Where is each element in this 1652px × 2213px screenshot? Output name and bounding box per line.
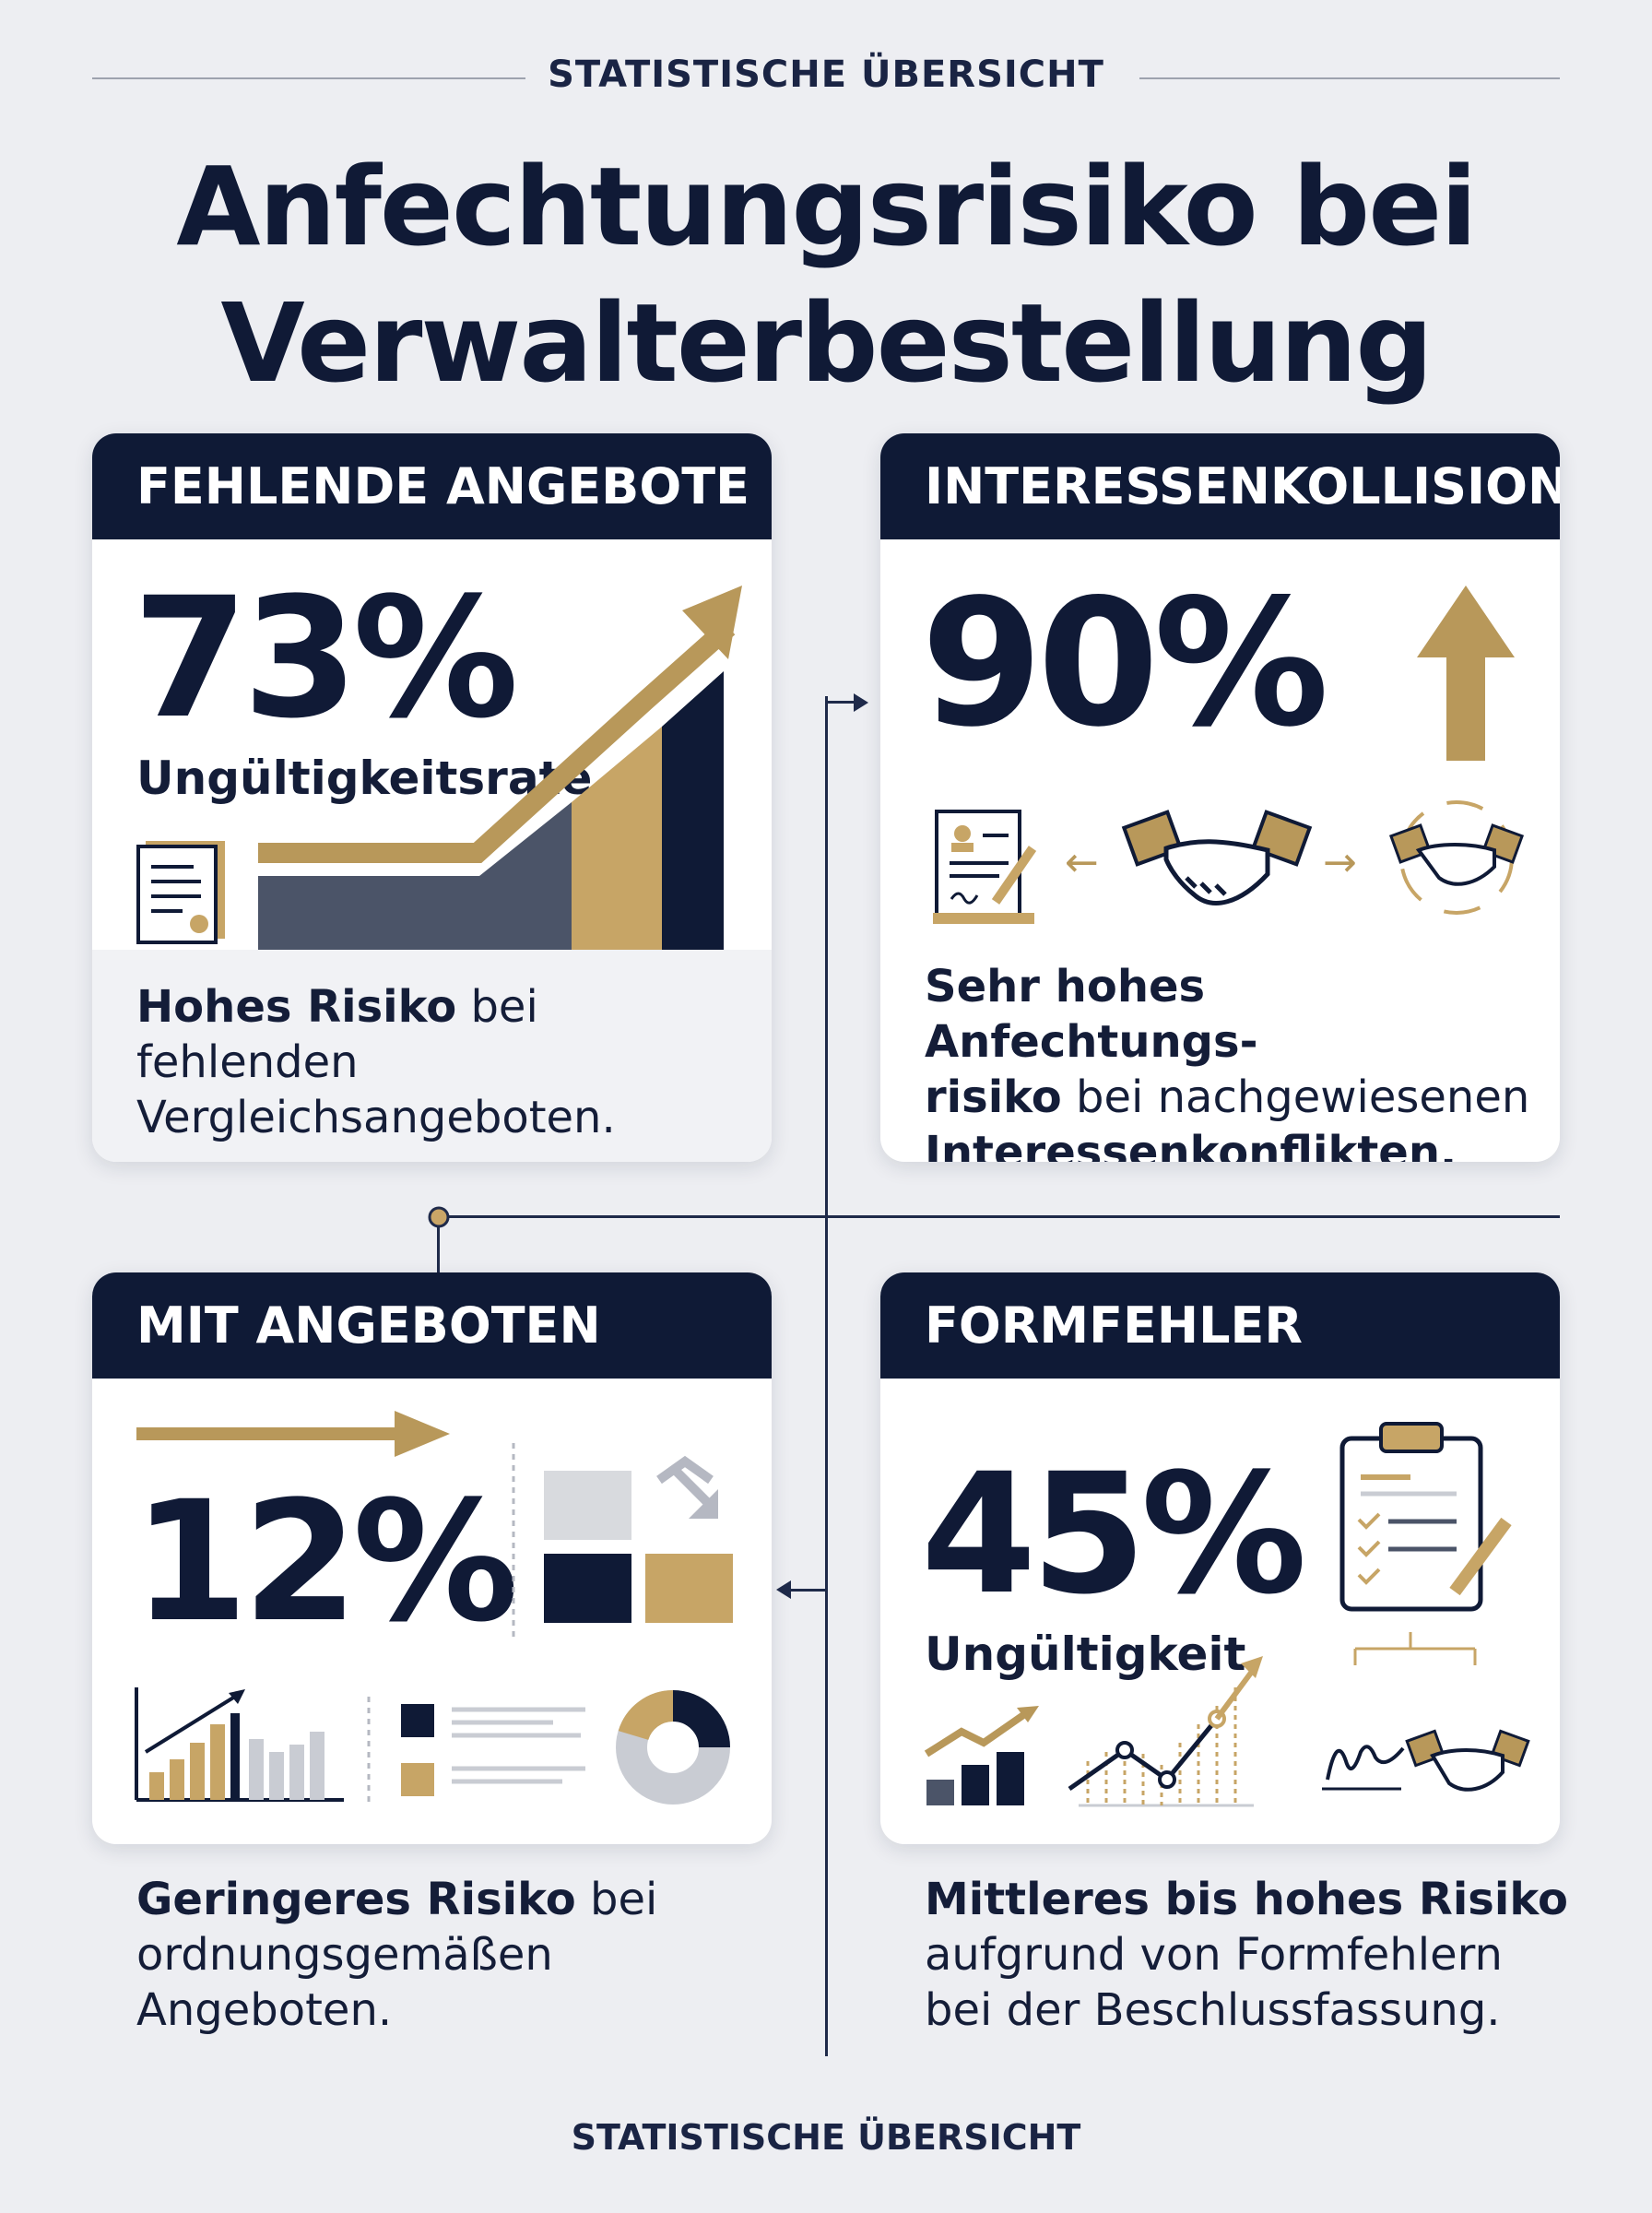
document-seal-icon bbox=[136, 841, 225, 944]
card-description: Sehr hohes Anfechtungs- risiko bei nachg… bbox=[925, 959, 1542, 1162]
desc-line-3: bei der Beschlussfassung. bbox=[925, 1984, 1501, 2036]
arrow-right-gold-icon bbox=[136, 1411, 450, 1457]
card-mit-angeboten: MIT ANGEBOTEN 12% bbox=[92, 1272, 772, 1844]
desc-bold: risiko bbox=[925, 1071, 1062, 1123]
card-heading: FEHLENDE ANGEBOTE bbox=[92, 433, 772, 539]
card-footer-panel bbox=[92, 950, 772, 1162]
desc-line-2: aufgrund von Formfehlern bbox=[925, 1929, 1503, 1981]
stat-label: Ungültigkeit bbox=[925, 1627, 1246, 1681]
arrow-left-icon bbox=[776, 1580, 791, 1599]
desc-line-3: Angeboten. bbox=[136, 1984, 393, 2036]
handshake-cycle-icon bbox=[1388, 800, 1525, 915]
bar-trend-icon bbox=[135, 1687, 344, 1802]
connector-vertical bbox=[825, 696, 828, 2056]
card-heading: FORMFEHLER bbox=[880, 1272, 1560, 1379]
stat-value: 45% bbox=[921, 1438, 1307, 1631]
connector-top-right bbox=[825, 701, 855, 704]
title-line-1: Anfechtungsrisiko bei bbox=[176, 143, 1478, 270]
desc-line-2: Vergleichsangeboten. bbox=[136, 1092, 616, 1143]
desc-line-2: ordnungsgemäßen bbox=[136, 1929, 553, 1981]
kicker-line-left bbox=[92, 77, 525, 79]
desc-text: bei fehlenden bbox=[136, 981, 538, 1088]
desc-text: bei nachgewiesenen bbox=[1061, 1071, 1530, 1123]
donut-chart-icon bbox=[616, 1690, 730, 1805]
desc-bold: Mittleres bis hohes Risiko bbox=[925, 1874, 1568, 1925]
connector-node bbox=[428, 1206, 450, 1228]
stat-label: Ungültigkeitsrate bbox=[136, 751, 593, 805]
stat-value: 90% bbox=[921, 562, 1329, 765]
page-kicker: STATISTISCHE ÜBERSICHT bbox=[548, 53, 1104, 96]
handshake-icon bbox=[1121, 810, 1313, 905]
growth-chart-icon bbox=[258, 586, 742, 950]
card-description: Hohes Risiko bei fehlenden Vergleichsang… bbox=[136, 979, 745, 1145]
legend-list-icon bbox=[367, 1697, 585, 1807]
page-title: Anfechtungsrisiko bei Verwalterbestellun… bbox=[0, 138, 1652, 411]
desc-text: bei bbox=[575, 1874, 658, 1925]
stat-value: 73% bbox=[133, 562, 519, 755]
desc-line-3: Interessenkonflikten. bbox=[925, 1127, 1457, 1162]
right-arrow-glyph: → bbox=[1323, 839, 1357, 886]
mit-angeboten-description: Geringeres Risiko bei ordnungsgemäßen An… bbox=[136, 1872, 782, 2038]
card-interessenkollision: INTERESSENKOLLISION 90% ← → Sehr hohes A… bbox=[880, 433, 1560, 1162]
card-formfehler: FORMFEHLER 45% Ungültigkeit bbox=[880, 1272, 1560, 1844]
comparison-blocks-icon bbox=[512, 1443, 733, 1637]
card-heading: MIT ANGEBOTEN bbox=[92, 1272, 772, 1379]
signature-handshake-icon bbox=[1322, 1729, 1530, 1792]
line-growth-icon bbox=[1068, 1656, 1263, 1807]
connector-drop-left bbox=[437, 1215, 440, 1272]
contract-signature-icon bbox=[933, 810, 1037, 924]
kicker-line-right bbox=[1139, 77, 1560, 79]
card-fehlende-angebote: FEHLENDE ANGEBOTE 73% Ungültigkeitsrate … bbox=[92, 433, 772, 1162]
clipboard-checklist-icon bbox=[1339, 1422, 1512, 1665]
title-line-2: Verwalterbestellung bbox=[220, 279, 1433, 407]
desc-line-1: Sehr hohes Anfechtungs- bbox=[925, 961, 1258, 1068]
formfehler-description: Mittleres bis hohes Risiko aufgrund von … bbox=[925, 1872, 1570, 2038]
rising-bars-icon bbox=[924, 1706, 1039, 1805]
connector-to-bottom-left bbox=[784, 1589, 825, 1592]
connector-horizontal bbox=[437, 1215, 1560, 1218]
arrow-right-icon bbox=[854, 693, 868, 712]
page-footer: STATISTISCHE ÜBERSICHT bbox=[571, 2117, 1081, 2158]
left-arrow-glyph: ← bbox=[1065, 839, 1099, 886]
arrow-up-icon bbox=[1417, 586, 1515, 761]
stat-value: 12% bbox=[133, 1466, 519, 1659]
card-heading: INTERESSENKOLLISION bbox=[880, 433, 1560, 539]
desc-bold: Geringeres Risiko bbox=[136, 1874, 576, 1925]
desc-bold: Hohes Risiko bbox=[136, 981, 457, 1033]
